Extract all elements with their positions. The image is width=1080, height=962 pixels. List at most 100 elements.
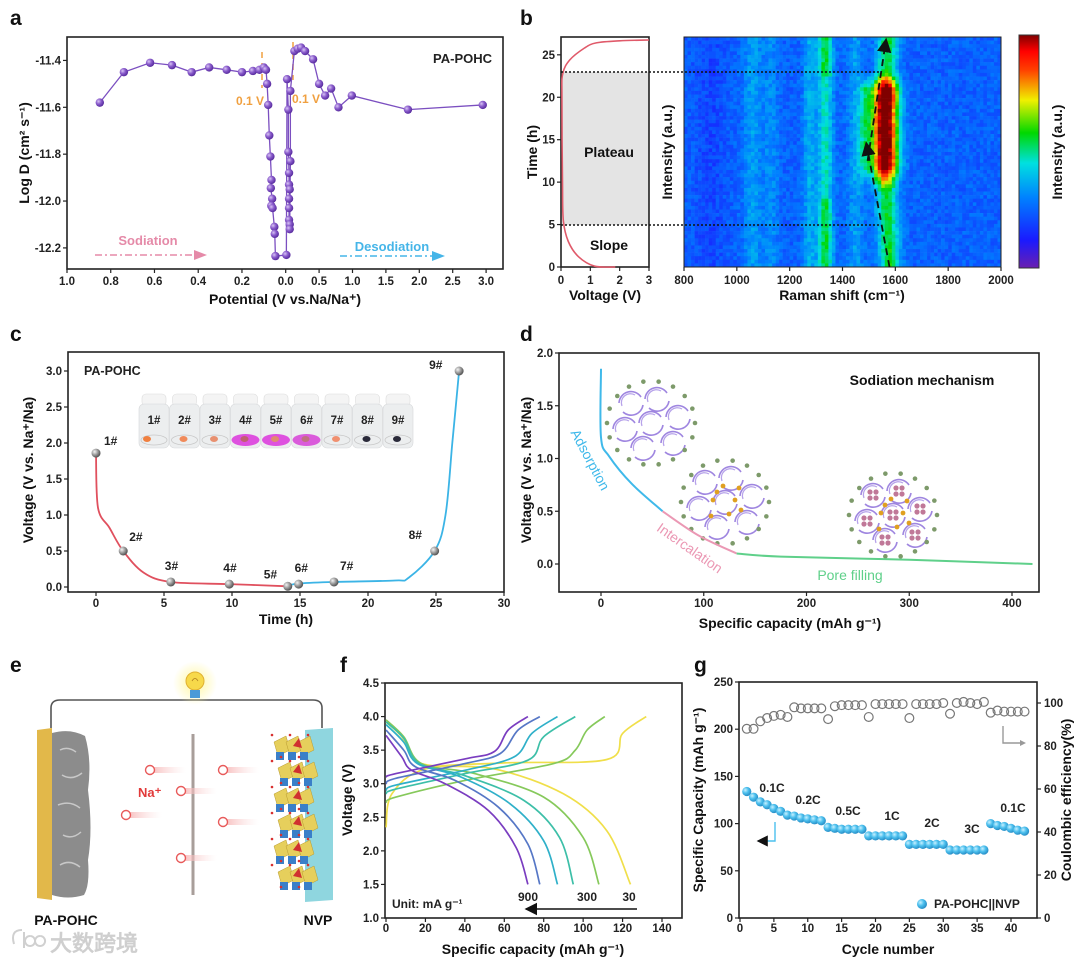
heatmap-cell: [870, 220, 875, 225]
heatmap-cell: [863, 90, 868, 95]
heatmap-cell: [807, 223, 812, 228]
heatmap-cell: [909, 141, 914, 146]
heatmap-cell: [705, 184, 709, 189]
heatmap-cell: [930, 72, 935, 77]
heatmap-cell: [916, 72, 921, 77]
heatmap-cell: [831, 223, 836, 228]
heatmap-cell: [793, 80, 798, 85]
heatmap-cell: [761, 40, 766, 45]
y-axis-a-tick-label: -11.4: [35, 55, 61, 67]
heatmap-cell: [969, 134, 974, 138]
heatmap-cell: [708, 90, 713, 95]
heatmap-cell: [990, 51, 995, 56]
heatmap-cell: [898, 90, 903, 95]
heatmap-cell: [990, 169, 995, 174]
heatmap-cell: [870, 144, 875, 149]
heatmap-cell: [870, 94, 875, 99]
heatmap-cell: [757, 144, 762, 149]
heatmap-cell: [916, 166, 921, 171]
heatmap-cell: [934, 209, 938, 214]
heatmap-cell: [884, 144, 889, 149]
heatmap-cell: [919, 105, 924, 110]
heatmap-cell: [937, 148, 942, 153]
heatmap-cell: [877, 162, 882, 167]
heatmap-cell: [736, 90, 741, 95]
heatmap-cell: [962, 87, 967, 92]
heatmap-cell: [870, 152, 875, 156]
heatmap-cell: [803, 51, 808, 56]
heatmap-cell: [768, 231, 773, 235]
heatmap-cell: [912, 155, 917, 160]
heatmap-cell: [927, 54, 931, 59]
heatmap-cell: [828, 141, 833, 146]
heatmap-cell: [937, 134, 942, 138]
heatmap-cell: [912, 220, 917, 225]
heatmap-cell: [842, 112, 847, 117]
heatmap-cell: [779, 187, 783, 192]
heatmap-cell: [860, 141, 864, 146]
heatmap-cell: [687, 112, 692, 117]
heatmap-cell: [898, 213, 903, 217]
heatmap-cell: [863, 130, 868, 135]
heatmap-cell: [779, 105, 783, 110]
heatmap-cell: [856, 198, 861, 203]
heatmap-cell: [853, 54, 857, 59]
heatmap-cell: [955, 87, 960, 92]
heatmap-cell: [722, 155, 727, 160]
heatmap-cell: [733, 40, 738, 45]
heatmap-cell: [856, 58, 861, 63]
heatmap-cell: [743, 108, 748, 113]
heatmap-cell: [747, 220, 752, 225]
heatmap-cell: [986, 65, 991, 70]
heatmap-cell: [743, 169, 748, 174]
heatmap-cell: [916, 90, 921, 95]
heatmap-cell: [796, 130, 801, 135]
heatmap-cell: [898, 144, 903, 149]
heatmap-cell: [983, 98, 988, 102]
heatmap-cell: [881, 112, 886, 117]
heatmap-cell: [824, 134, 829, 138]
heatmap-cell: [757, 155, 762, 160]
heatmap-cell: [863, 83, 868, 88]
heatmap-cell: [874, 58, 879, 63]
heatmap-cell: [860, 130, 864, 135]
heatmap-cell: [754, 152, 759, 156]
heatmap-cell: [986, 173, 991, 178]
heatmap-cell: [821, 94, 826, 99]
heatmap-cell: [909, 90, 914, 95]
heatmap-cell: [786, 173, 790, 178]
heatmap-cell: [898, 37, 903, 41]
heatmap-cell: [891, 126, 896, 131]
heatmap-cell: [895, 159, 900, 164]
heatmap-cell: [965, 76, 970, 81]
heatmap-cell: [722, 134, 727, 138]
heatmap-cell: [849, 205, 854, 210]
heatmap-cell: [814, 220, 819, 225]
heatmap-cell: [761, 80, 766, 85]
heatmap-cell: [733, 180, 738, 185]
heatmap-cell: [824, 123, 829, 128]
heatmap-cell: [944, 116, 949, 120]
heatmap-cell: [965, 159, 970, 164]
heatmap-cell: [708, 173, 713, 178]
heatmap-cell: [870, 202, 875, 207]
heatmap-cell: [860, 202, 864, 207]
data-point: [270, 222, 279, 232]
heatmap-cell: [916, 216, 921, 221]
heatmap-cell: [779, 94, 783, 99]
heatmap-cell: [733, 173, 738, 178]
heatmap-cell: [687, 191, 692, 196]
heatmap-cell: [828, 76, 833, 81]
heatmap-cell: [687, 130, 692, 135]
heatmap-cell: [757, 94, 762, 99]
heatmap-cell: [772, 123, 776, 128]
heatmap-cell: [754, 173, 759, 178]
heatmap-cell: [846, 54, 850, 59]
heatmap-cell: [983, 123, 988, 128]
heatmap-cell: [969, 184, 974, 189]
heatmap-cell: [867, 187, 871, 192]
heatmap-cell: [754, 62, 759, 67]
heatmap-cell: [736, 108, 741, 113]
heatmap-cell: [979, 62, 984, 67]
heatmap-cell: [842, 220, 847, 225]
